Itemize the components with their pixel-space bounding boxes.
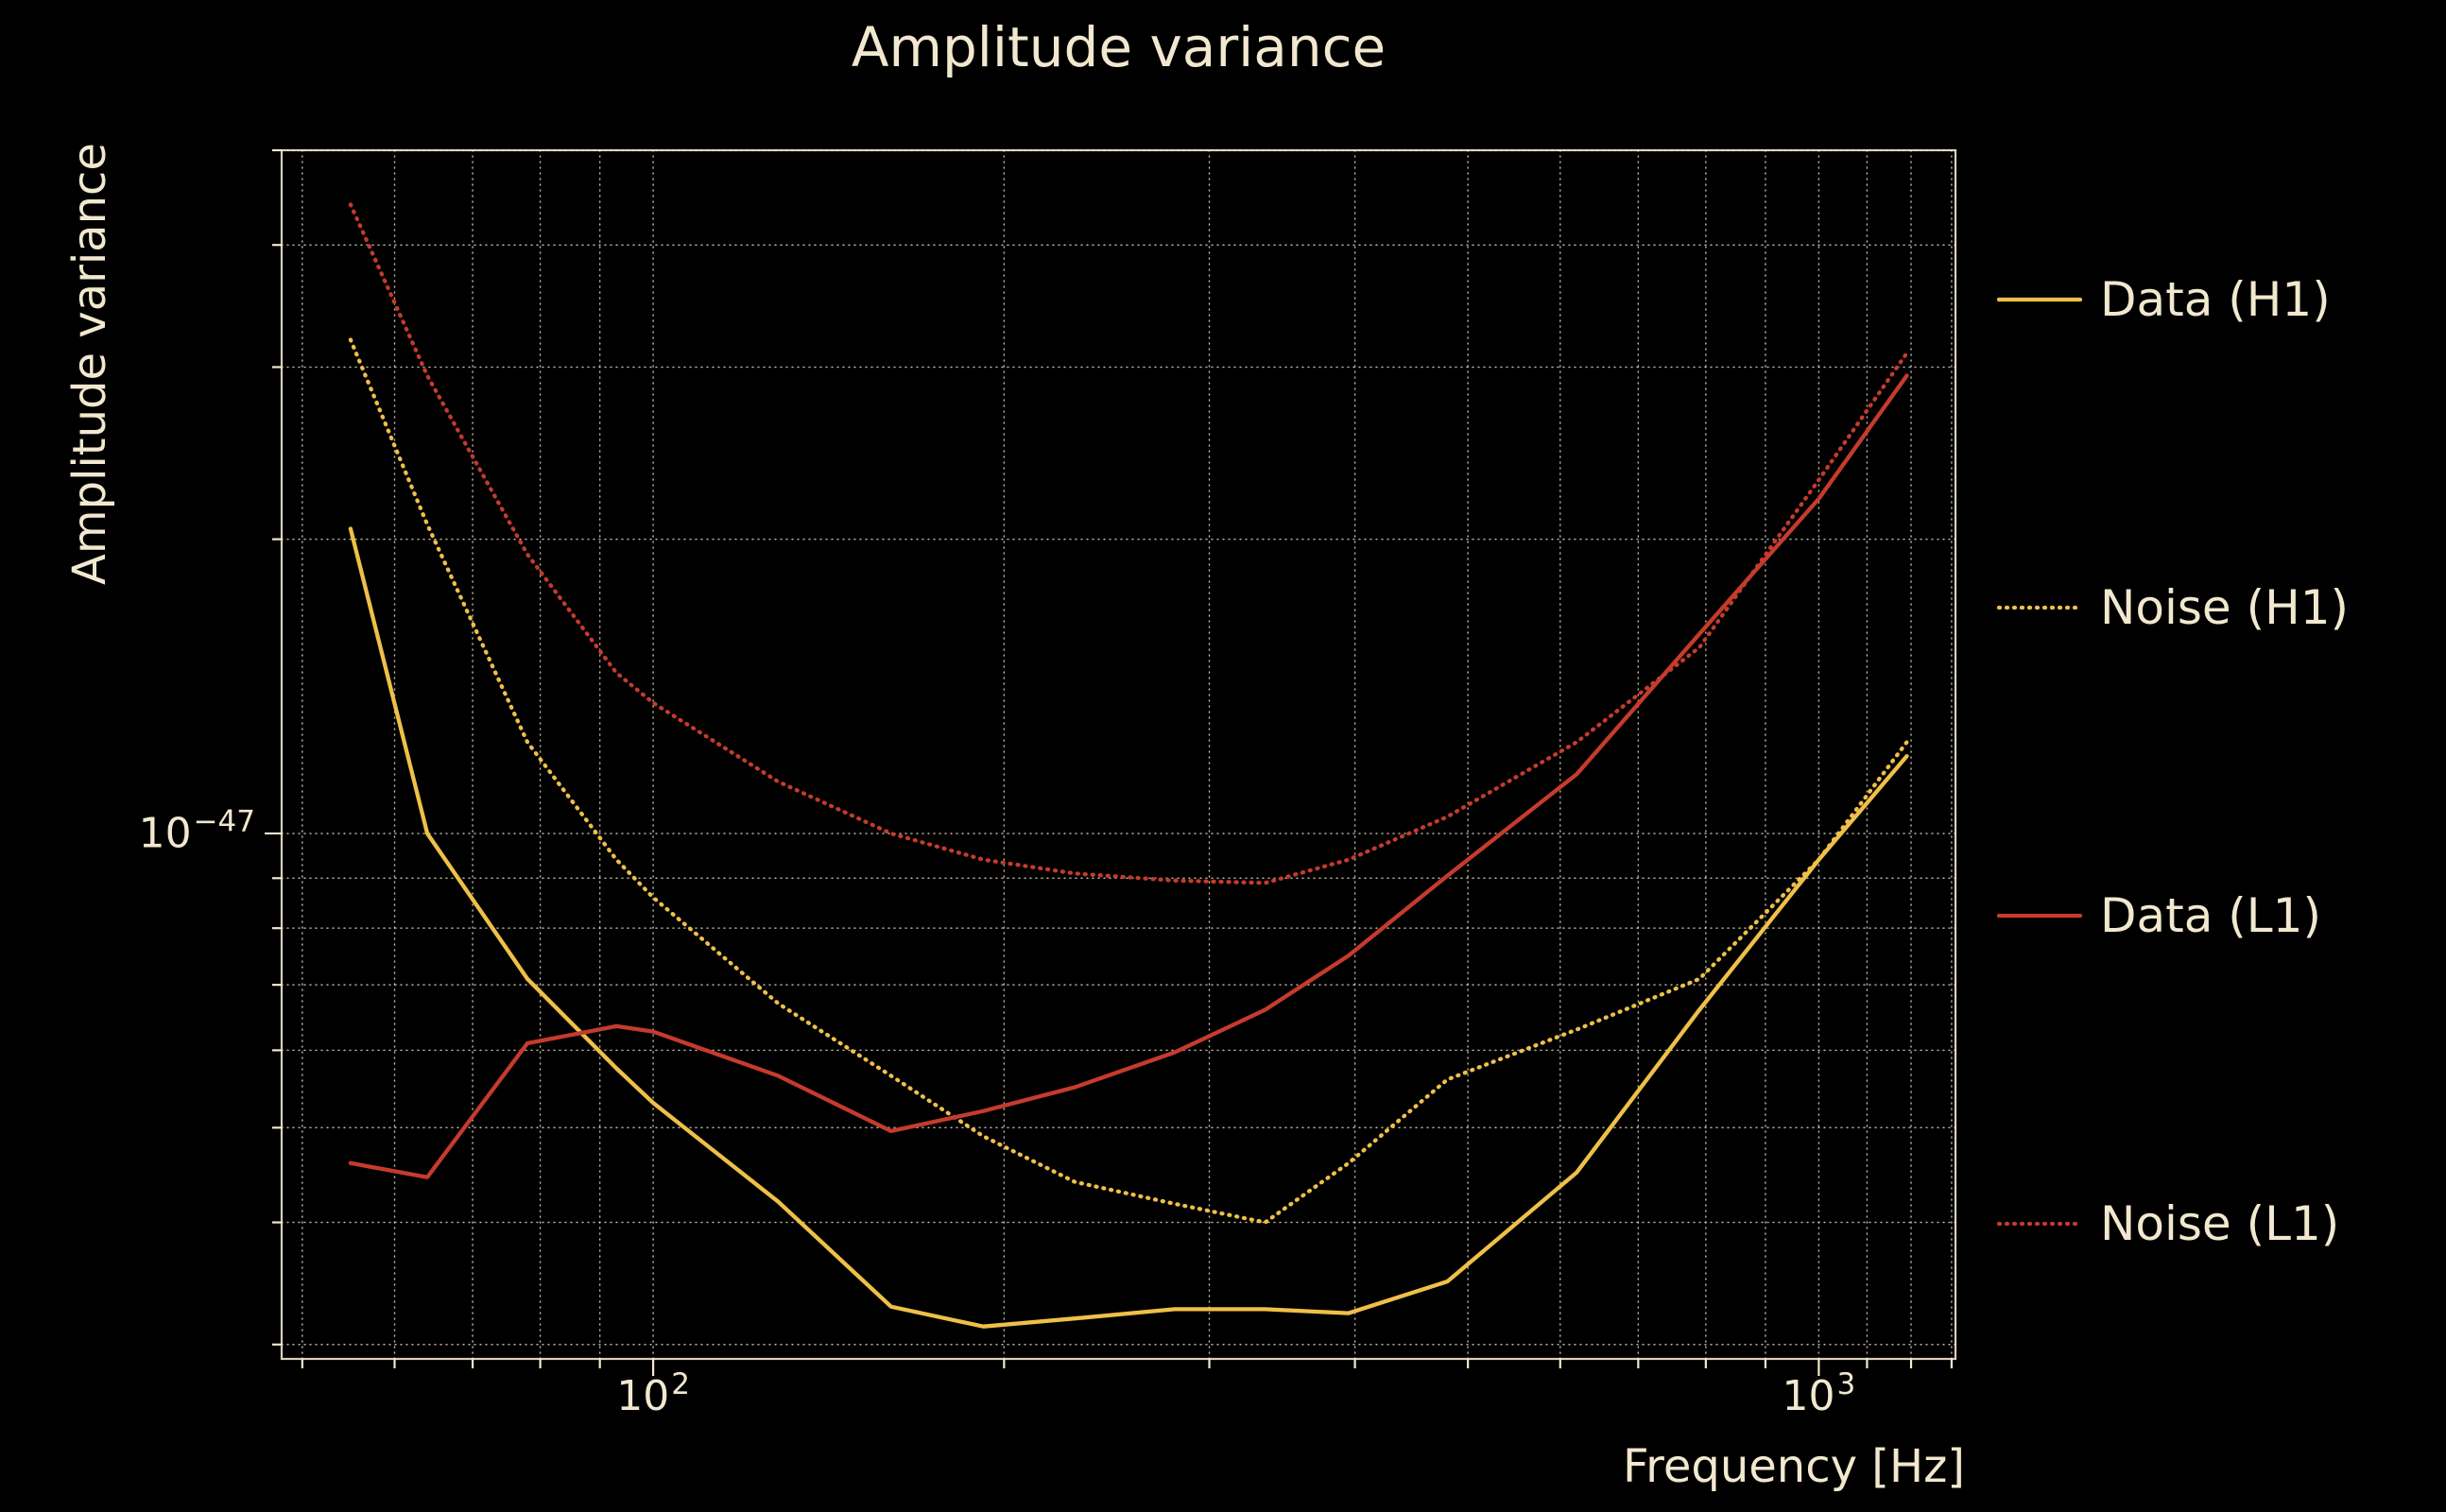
- x-axis-label: Frequency [Hz]: [1623, 1440, 1965, 1493]
- chart-title: Amplitude variance: [851, 15, 1387, 79]
- plot-frame: [280, 148, 1957, 1361]
- legend-item-noise-l1: Noise (L1): [1996, 1196, 2339, 1251]
- y-axis-label: Amplitude variance: [63, 143, 116, 585]
- legend-item-data-l1: Data (L1): [1996, 888, 2321, 943]
- legend: Data (H1) Noise (H1) Data (L1) Noise (L1…: [1996, 0, 2440, 1512]
- curve-data-l1-: [348, 373, 1909, 1179]
- curve-noise-h1-: [348, 337, 1909, 1225]
- curve-data-h1-: [348, 526, 1909, 1329]
- legend-label-data-l1: Data (L1): [2100, 888, 2321, 943]
- legend-line-sample-noise-h1: [1996, 605, 2083, 610]
- y-tick-label-1e-47: 10−47: [138, 804, 255, 858]
- curve-noise-l1-: [348, 202, 1909, 885]
- legend-label-noise-l1: Noise (L1): [2100, 1196, 2340, 1251]
- legend-label-noise-h1: Noise (H1): [2100, 580, 2350, 635]
- legend-line-sample-noise-l1: [1996, 1221, 2083, 1227]
- legend-item-noise-h1: Noise (H1): [1996, 580, 2349, 635]
- x-tick-label-1000: 103: [1782, 1366, 1856, 1420]
- x-tick-label-100: 102: [616, 1366, 690, 1420]
- legend-line-sample-data-h1: [1996, 297, 2083, 302]
- legend-item-data-h1: Data (H1): [1996, 272, 2331, 327]
- legend-label-data-h1: Data (H1): [2100, 272, 2331, 327]
- legend-line-sample-data-l1: [1996, 913, 2083, 919]
